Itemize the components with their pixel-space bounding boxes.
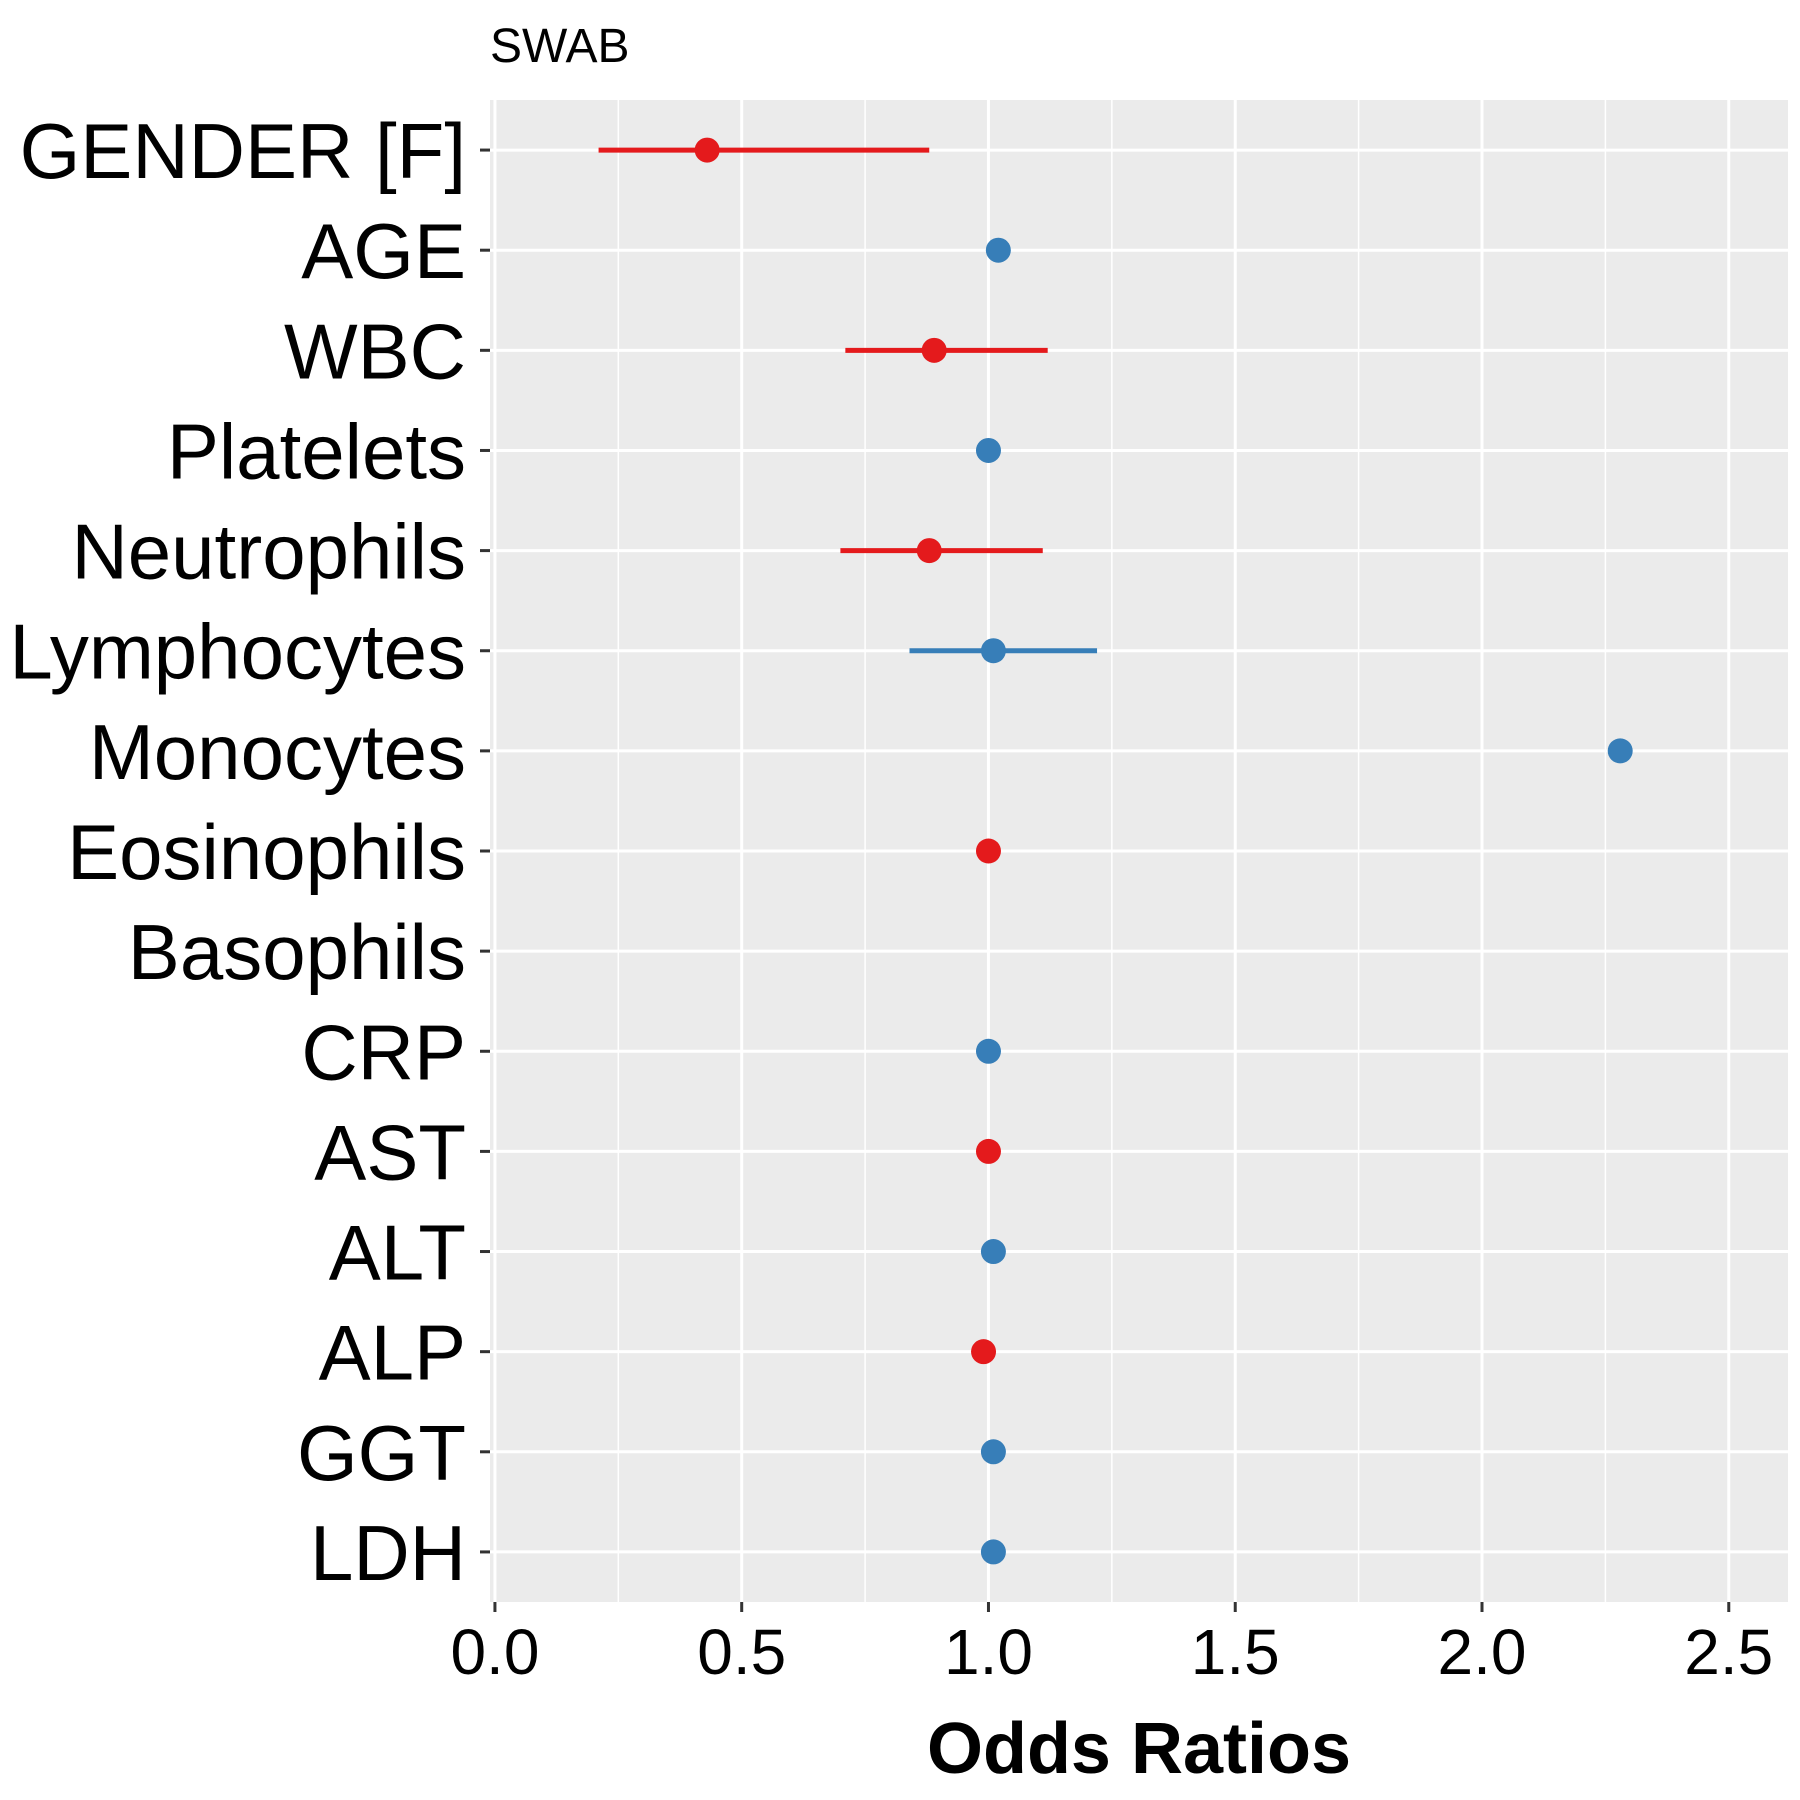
- y-tick-label: CRP: [301, 1008, 466, 1096]
- y-tick-label: ALT: [329, 1209, 466, 1297]
- axes: 0.0 0.5 1.0 1.5 2.0 2.5 GENDER [F] AGE WBC Platel…: [9, 107, 1773, 1688]
- estimate-point: [971, 1339, 997, 1365]
- x-tick-label: 2.5: [1684, 1616, 1773, 1688]
- y-tick-label: ALP: [319, 1309, 466, 1397]
- y-tick-label: LDH: [310, 1509, 466, 1597]
- y-tick-label: AST: [314, 1108, 466, 1196]
- y-tick-label: Lymphocytes: [9, 608, 466, 696]
- estimate-point: [916, 538, 942, 564]
- y-tick-label: Monocytes: [89, 708, 466, 796]
- y-tick-label: GENDER [F]: [20, 107, 466, 195]
- estimate-point: [980, 1439, 1006, 1465]
- estimate-point: [980, 638, 1006, 664]
- x-tick-label: 1.5: [1191, 1616, 1280, 1688]
- y-tick-label: Platelets: [167, 407, 466, 495]
- grid-lines: [490, 100, 1788, 1602]
- x-tick-label: 2.0: [1438, 1616, 1527, 1688]
- estimate-point: [694, 137, 720, 163]
- estimate-point: [985, 237, 1011, 263]
- chart-title: SWAB: [490, 20, 630, 73]
- y-tick-label: WBC: [284, 307, 466, 395]
- estimate-point: [975, 1138, 1001, 1164]
- x-axis-label: Odds Ratios: [927, 1709, 1351, 1789]
- estimate-point: [980, 1239, 1006, 1265]
- y-tick-label: Eosinophils: [67, 808, 466, 896]
- estimate-point: [975, 838, 1001, 864]
- x-tick-label: 0.0: [450, 1616, 539, 1688]
- data-marks: [598, 137, 1633, 1565]
- estimate-point: [975, 1038, 1001, 1064]
- y-tick-label: AGE: [301, 207, 466, 295]
- estimate-point: [980, 1539, 1006, 1565]
- y-tick-label: Neutrophils: [71, 508, 466, 596]
- y-tick-label: Basophils: [128, 908, 466, 996]
- x-tick-label: 0.5: [697, 1616, 786, 1688]
- estimate-point: [975, 437, 1001, 463]
- x-tick-label: 1.0: [944, 1616, 1033, 1688]
- estimate-point: [921, 337, 947, 363]
- estimate-point: [1607, 738, 1633, 764]
- y-tick-label: GGT: [297, 1409, 466, 1497]
